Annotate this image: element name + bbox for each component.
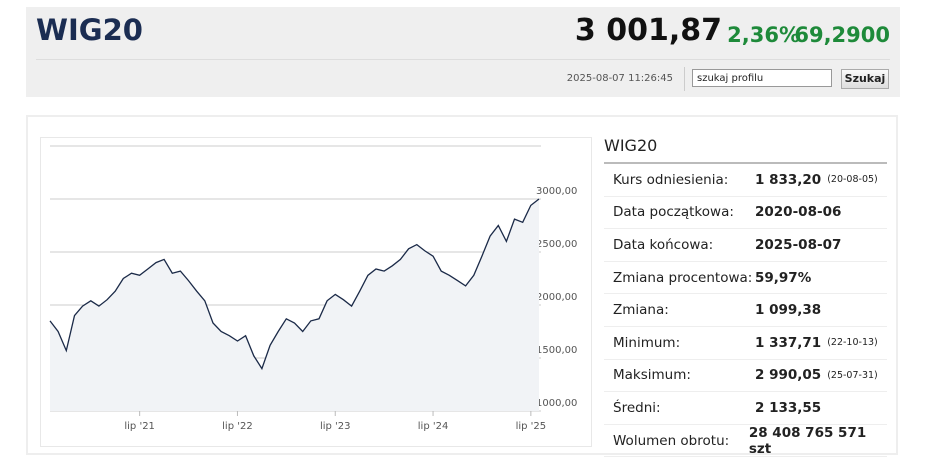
row-label: Minimum: xyxy=(613,334,681,351)
row-note: (25-07-31) xyxy=(827,369,878,381)
timestamp: 2025-08-07 11:26:45 xyxy=(566,73,673,84)
y-tick-label: 1500,00 xyxy=(536,345,577,356)
chart: 1000,00 1500,00 2000,00 2500,00 3000,00 lip '… xyxy=(40,137,592,447)
row-note: (20-08-05) xyxy=(827,174,878,186)
row-label: Data końcowa: xyxy=(613,236,714,253)
divider xyxy=(36,59,890,60)
table-row: Data początkowa: 2020-08-06 xyxy=(604,197,887,230)
table-row: Zmiana procentowa: 59,97% xyxy=(604,262,887,295)
table-row: Zmiana: 1 099,38 xyxy=(604,294,887,327)
area xyxy=(50,199,539,411)
row-label: Zmiana procentowa: xyxy=(613,269,753,286)
row-label: Wolumen obrotu: xyxy=(613,432,730,449)
header: WIG20 3 001,87 2,36% 69,2900 2025-08-07 … xyxy=(26,7,900,97)
row-value: 1 099,38 xyxy=(755,302,822,319)
index-title: WIG20 xyxy=(36,13,143,47)
row-value: 28 408 765 571 szt xyxy=(748,424,867,457)
row-label: Zmiana: xyxy=(613,302,669,319)
row-value: 59,97% xyxy=(755,269,812,286)
x-tick-label: lip '25 xyxy=(516,421,547,432)
row-value: 1 337,71 xyxy=(755,334,822,351)
row-label: Data początkowa: xyxy=(613,204,734,221)
y-tick-label: 1000,00 xyxy=(536,398,577,409)
change: 69,2900 xyxy=(794,23,890,47)
search-input[interactable]: szukaj profilu xyxy=(692,69,832,87)
table-row: Średni: 2 133,55 xyxy=(604,392,887,425)
table-row: Data końcowa: 2025-08-07 xyxy=(604,229,887,262)
y-tick-label: 2000,00 xyxy=(536,292,577,303)
row-value: 1 833,20 xyxy=(755,171,822,188)
table-row: Minimum: 1 337,71 (22-10-13) xyxy=(604,327,887,360)
row-value: 2020-08-06 xyxy=(755,204,842,221)
stats-table: WIG20 Kurs odniesienia: 1 833,20 (20-08-05… xyxy=(604,134,887,457)
y-tick-label: 3000,00 xyxy=(536,186,577,197)
table-row: Wolumen obrotu: 28 408 765 571 szt xyxy=(604,425,887,457)
row-label: Maksimum: xyxy=(613,367,691,384)
y-tick-label: 2500,00 xyxy=(536,239,577,250)
x-tick-label: lip '23 xyxy=(320,421,351,432)
table-title: WIG20 xyxy=(604,134,887,164)
row-value: 2 990,05 xyxy=(755,367,822,384)
x-tick-label: lip '24 xyxy=(418,421,449,432)
page: WIG20 3 001,87 2,36% 69,2900 2025-08-07 … xyxy=(26,7,900,457)
search-button[interactable]: Szukaj xyxy=(841,69,889,89)
price: 3 001,87 xyxy=(574,13,722,48)
row-note: (22-10-13) xyxy=(827,337,878,349)
row-label: Średni: xyxy=(613,399,661,416)
row-value: 2 133,55 xyxy=(755,399,822,416)
change-percent: 2,36% xyxy=(727,23,800,47)
price-line xyxy=(49,198,540,371)
row-label: Kurs odniesienia: xyxy=(613,171,729,188)
row-value: 2025-08-07 xyxy=(755,236,842,253)
divider xyxy=(684,67,685,91)
table-row: Maksimum: 2 990,05 (25-07-31) xyxy=(604,360,887,393)
x-tick-label: lip '22 xyxy=(222,421,253,432)
table-row: Kurs odniesienia: 1 833,20 (20-08-05) xyxy=(604,164,887,197)
x-tick-label: lip '21 xyxy=(124,421,155,432)
